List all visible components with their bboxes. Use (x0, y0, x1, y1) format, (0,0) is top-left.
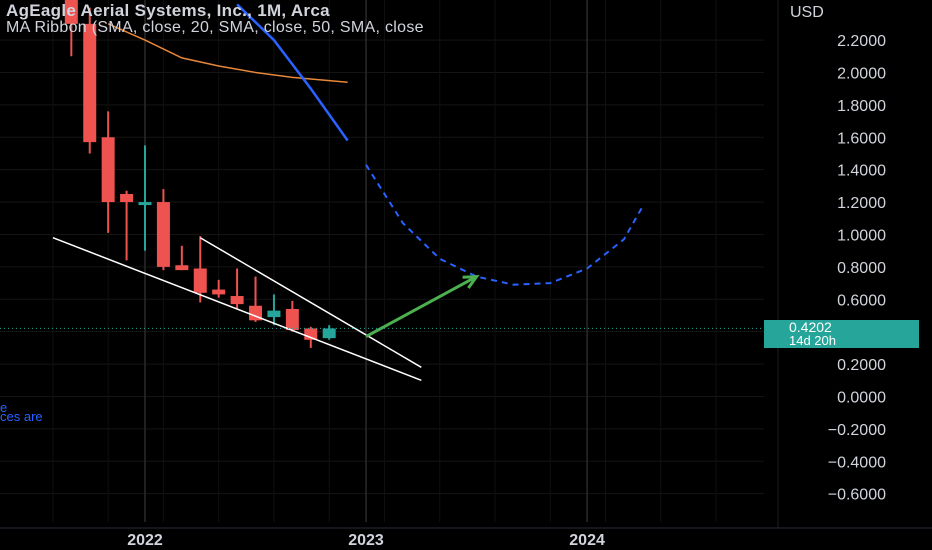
indicator-legend[interactable]: MA Ribbon (SMA, close, 20, SMA, close, 5… (6, 19, 424, 36)
candle-body[interactable] (138, 202, 152, 206)
bar-countdown: 14d 20h (789, 333, 836, 348)
y-tick-label: 2.2000 (837, 33, 886, 50)
candle-body[interactable] (267, 310, 281, 318)
candle-body[interactable] (304, 328, 318, 340)
currency-label: USD (790, 4, 824, 21)
x-tick-label: 2023 (348, 532, 384, 549)
time-axis[interactable]: 2022 2023 2024 (0, 527, 932, 549)
y-tick-label: −0.6000 (828, 487, 886, 504)
wedge-trendline[interactable] (199, 237, 422, 368)
y-tick-label: 1.0000 (837, 227, 886, 244)
y-tick-label: 2.0000 (837, 65, 886, 82)
y-tick-label: 1.2000 (837, 195, 886, 212)
candle-body[interactable] (64, 0, 78, 24)
y-tick-label: 0.6000 (837, 292, 886, 309)
year-separators (144, 0, 588, 522)
candle-body[interactable] (83, 23, 97, 143)
candle-body[interactable] (156, 202, 170, 267)
y-tick-label: 1.4000 (837, 163, 886, 180)
wedge-trendline[interactable] (52, 237, 422, 381)
y-tick-label: 1.6000 (837, 130, 886, 147)
side-note-2: ces are (0, 409, 43, 424)
y-tick-label: −0.2000 (828, 422, 886, 439)
y-tick-label: 0.8000 (837, 260, 886, 277)
projection-curve[interactable] (365, 164, 644, 286)
candle-body[interactable] (212, 289, 226, 295)
moving-averages (107, 3, 349, 142)
price-axis[interactable]: USD 2.2000 2.0000 1.8000 1.6000 1.4000 1.2000… (777, 0, 886, 528)
y-tick-label: −0.4000 (828, 454, 886, 471)
candles[interactable] (64, 0, 336, 348)
candle-body[interactable] (101, 137, 115, 203)
candle-body[interactable] (175, 265, 189, 271)
y-tick-label: 0.2000 (837, 357, 886, 374)
y-tick-label: 1.8000 (837, 98, 886, 115)
last-price-value: 0.4202 (789, 319, 832, 335)
side-note-1: e (0, 400, 8, 415)
drawings[interactable] (52, 164, 644, 381)
candle-body[interactable] (285, 308, 299, 331)
candle-body[interactable] (230, 296, 244, 305)
target-arrow-head (462, 274, 480, 289)
y-tick-label: 0.0000 (837, 389, 886, 406)
last-price-badge: 0.4202 14d 20h (764, 320, 919, 348)
sma-orange-line (107, 23, 348, 83)
target-arrow[interactable] (365, 275, 478, 338)
x-tick-label: 2022 (127, 532, 163, 549)
symbol-title[interactable]: AgEagle Aerial Systems, Inc., 1M, Arca (6, 1, 330, 20)
candle-body[interactable] (120, 193, 134, 203)
candle-body[interactable] (193, 268, 207, 293)
candle-body[interactable] (322, 328, 336, 339)
x-tick-label: 2024 (569, 532, 605, 549)
sma-blue-line (236, 3, 349, 142)
